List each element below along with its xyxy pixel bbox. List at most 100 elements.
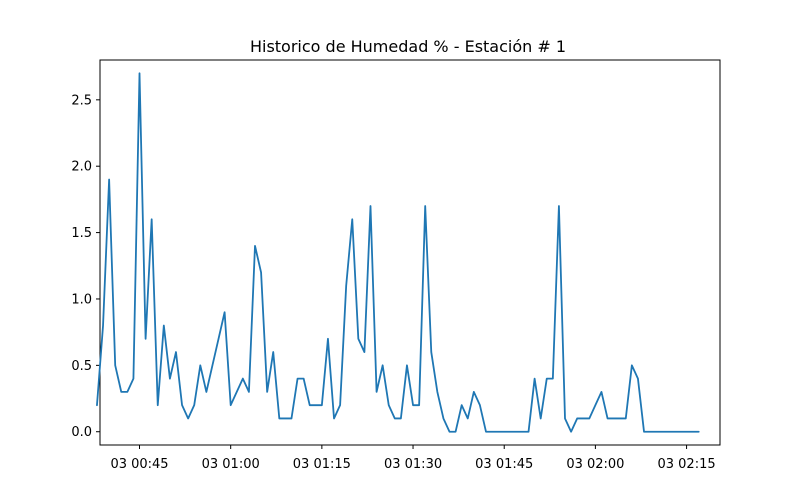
y-tick-label: 1.0: [71, 292, 92, 307]
data-point: [576, 418, 578, 420]
data-point: [205, 391, 207, 393]
data-point: [157, 404, 159, 406]
data-point: [503, 431, 505, 433]
data-point: [351, 218, 353, 220]
data-point: [339, 404, 341, 406]
data-point: [181, 404, 183, 406]
data-point: [260, 272, 262, 274]
data-point: [631, 364, 633, 366]
data-point: [133, 378, 135, 380]
data-point: [163, 325, 165, 327]
data-point: [394, 418, 396, 420]
data-point: [515, 431, 517, 433]
data-point: [120, 391, 122, 393]
data-point: [248, 391, 250, 393]
data-point: [637, 378, 639, 380]
data-point: [193, 404, 195, 406]
data-point: [412, 404, 414, 406]
x-tick-label: 03 02:00: [566, 457, 624, 472]
data-point: [370, 205, 372, 207]
data-point: [698, 431, 700, 433]
data-point: [139, 72, 141, 74]
data-point: [625, 418, 627, 420]
data-point: [588, 418, 590, 420]
x-tick-label: 03 01:30: [384, 457, 442, 472]
data-point: [199, 364, 201, 366]
data-point: [175, 351, 177, 353]
data-point: [661, 431, 663, 433]
data-point: [151, 218, 153, 220]
data-point: [388, 404, 390, 406]
y-tick-label: 2.5: [71, 93, 92, 108]
data-point: [297, 378, 299, 380]
x-tick-label: 03 00:45: [110, 457, 168, 472]
data-point: [649, 431, 651, 433]
data-point: [436, 391, 438, 393]
data-point: [449, 431, 451, 433]
y-tick-label: 0.5: [71, 359, 92, 374]
data-point: [364, 351, 366, 353]
x-tick-label: 03 01:45: [475, 457, 533, 472]
data-point: [266, 391, 268, 393]
data-point: [376, 391, 378, 393]
x-tick-label: 03 01:15: [293, 457, 351, 472]
data-point: [473, 391, 475, 393]
data-point: [582, 418, 584, 420]
data-point: [345, 285, 347, 287]
data-point: [218, 338, 220, 340]
data-point: [102, 325, 104, 327]
data-point: [424, 205, 426, 207]
y-axis: 0.0 0.5 1.0 1.5 2.0 2.5: [71, 93, 100, 440]
x-tick-label: 03 01:00: [202, 457, 260, 472]
data-point: [400, 418, 402, 420]
data-point: [570, 431, 572, 433]
data-point: [607, 418, 609, 420]
data-point: [667, 431, 669, 433]
data-point: [461, 404, 463, 406]
data-point: [619, 418, 621, 420]
data-point: [357, 338, 359, 340]
series-line: [96, 72, 700, 433]
data-point: [406, 364, 408, 366]
data-point: [145, 338, 147, 340]
x-axis: 03 00:45 03 01:00 03 01:15 03 01:30 03 01:45…: [110, 445, 716, 472]
data-point: [169, 378, 171, 380]
data-point: [613, 418, 615, 420]
data-point: [272, 351, 274, 353]
data-point: [321, 404, 323, 406]
data-point: [309, 404, 311, 406]
y-tick-label: 0.0: [71, 425, 92, 440]
data-point: [418, 404, 420, 406]
data-point: [126, 391, 128, 393]
data-point: [254, 245, 256, 247]
data-point: [540, 418, 542, 420]
y-tick-label: 1.5: [71, 226, 92, 241]
data-point: [686, 431, 688, 433]
data-point: [108, 179, 110, 181]
data-point: [479, 404, 481, 406]
data-point: [534, 378, 536, 380]
data-point: [485, 431, 487, 433]
data-point: [528, 431, 530, 433]
data-point: [333, 418, 335, 420]
x-tick-label: 03 02:15: [657, 457, 715, 472]
data-point: [96, 404, 98, 406]
data-point: [594, 404, 596, 406]
data-point: [382, 364, 384, 366]
data-point: [491, 431, 493, 433]
data-point: [680, 431, 682, 433]
data-point: [643, 431, 645, 433]
data-point: [552, 378, 554, 380]
plot-area-frame: [99, 59, 721, 446]
data-point: [674, 431, 676, 433]
y-tick-label: 2.0: [71, 160, 92, 175]
data-point: [509, 431, 511, 433]
data-point: [284, 418, 286, 420]
data-point: [558, 205, 560, 207]
data-point: [443, 418, 445, 420]
data-point: [692, 431, 694, 433]
data-point: [601, 391, 603, 393]
data-point: [242, 378, 244, 380]
data-point: [546, 378, 548, 380]
